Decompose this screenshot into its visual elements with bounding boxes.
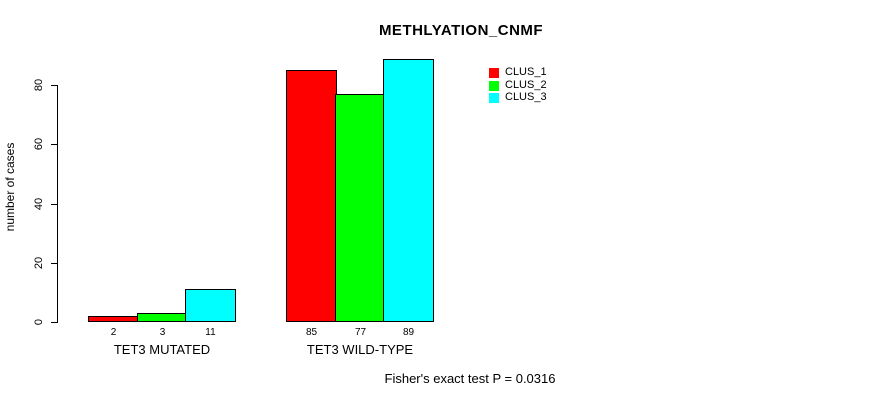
y-tick-label-60: 60	[33, 137, 45, 151]
legend-swatch-clus-3	[489, 92, 499, 103]
legend-item-clus-2: CLUS_2	[489, 80, 547, 91]
legend-item-clus-1: CLUS_1	[489, 67, 547, 78]
group-label-tet3-wild-type: TET3 WILD-TYPE	[306, 342, 414, 357]
bar-clus-1-tet3-mutated	[88, 316, 139, 322]
y-tick-label-80: 80	[33, 78, 45, 92]
y-tick-mark-40	[51, 204, 57, 205]
bar-value-clus-1-tet3-mutated: 2	[110, 327, 117, 338]
bar-clus-2-tet3-mutated	[137, 313, 188, 322]
bar-clus-3-tet3-wild-type	[383, 59, 434, 322]
y-tick-mark-20	[51, 263, 57, 264]
legend-item-clus-3: CLUS_3	[489, 92, 547, 103]
legend-label-clus-3: CLUS_3	[505, 91, 547, 103]
legend-swatch-clus-1	[489, 67, 499, 78]
bar-value-clus-3-tet3-wild-type: 89	[402, 327, 415, 338]
y-tick-mark-80	[51, 85, 57, 86]
group-label-tet3-mutated: TET3 MUTATED	[113, 342, 211, 357]
y-axis-label: number of cases	[3, 142, 17, 232]
bar-clus-3-tet3-mutated	[185, 289, 236, 322]
y-axis-line	[57, 85, 58, 323]
chart-title: METHLYATION_CNMF	[378, 22, 544, 39]
y-tick-label-0: 0	[33, 318, 45, 326]
annotation-text: Fisher's exact test P = 0.0316	[384, 371, 556, 386]
bar-clus-1-tet3-wild-type	[286, 70, 337, 322]
bar-clus-2-tet3-wild-type	[335, 94, 386, 322]
bar-value-clus-2-tet3-mutated: 3	[159, 327, 166, 338]
bar-value-clus-1-tet3-wild-type: 85	[305, 327, 318, 338]
legend-label-clus-1: CLUS_1	[505, 66, 547, 78]
y-tick-label-40: 40	[33, 197, 45, 211]
bar-value-clus-3-tet3-mutated: 11	[205, 327, 216, 338]
y-tick-mark-60	[51, 144, 57, 145]
y-tick-label-20: 20	[33, 256, 45, 270]
bar-value-clus-2-tet3-wild-type: 77	[354, 327, 367, 338]
legend-swatch-clus-2	[489, 80, 499, 91]
y-tick-mark-0	[51, 322, 57, 323]
legend-label-clus-2: CLUS_2	[505, 79, 547, 91]
